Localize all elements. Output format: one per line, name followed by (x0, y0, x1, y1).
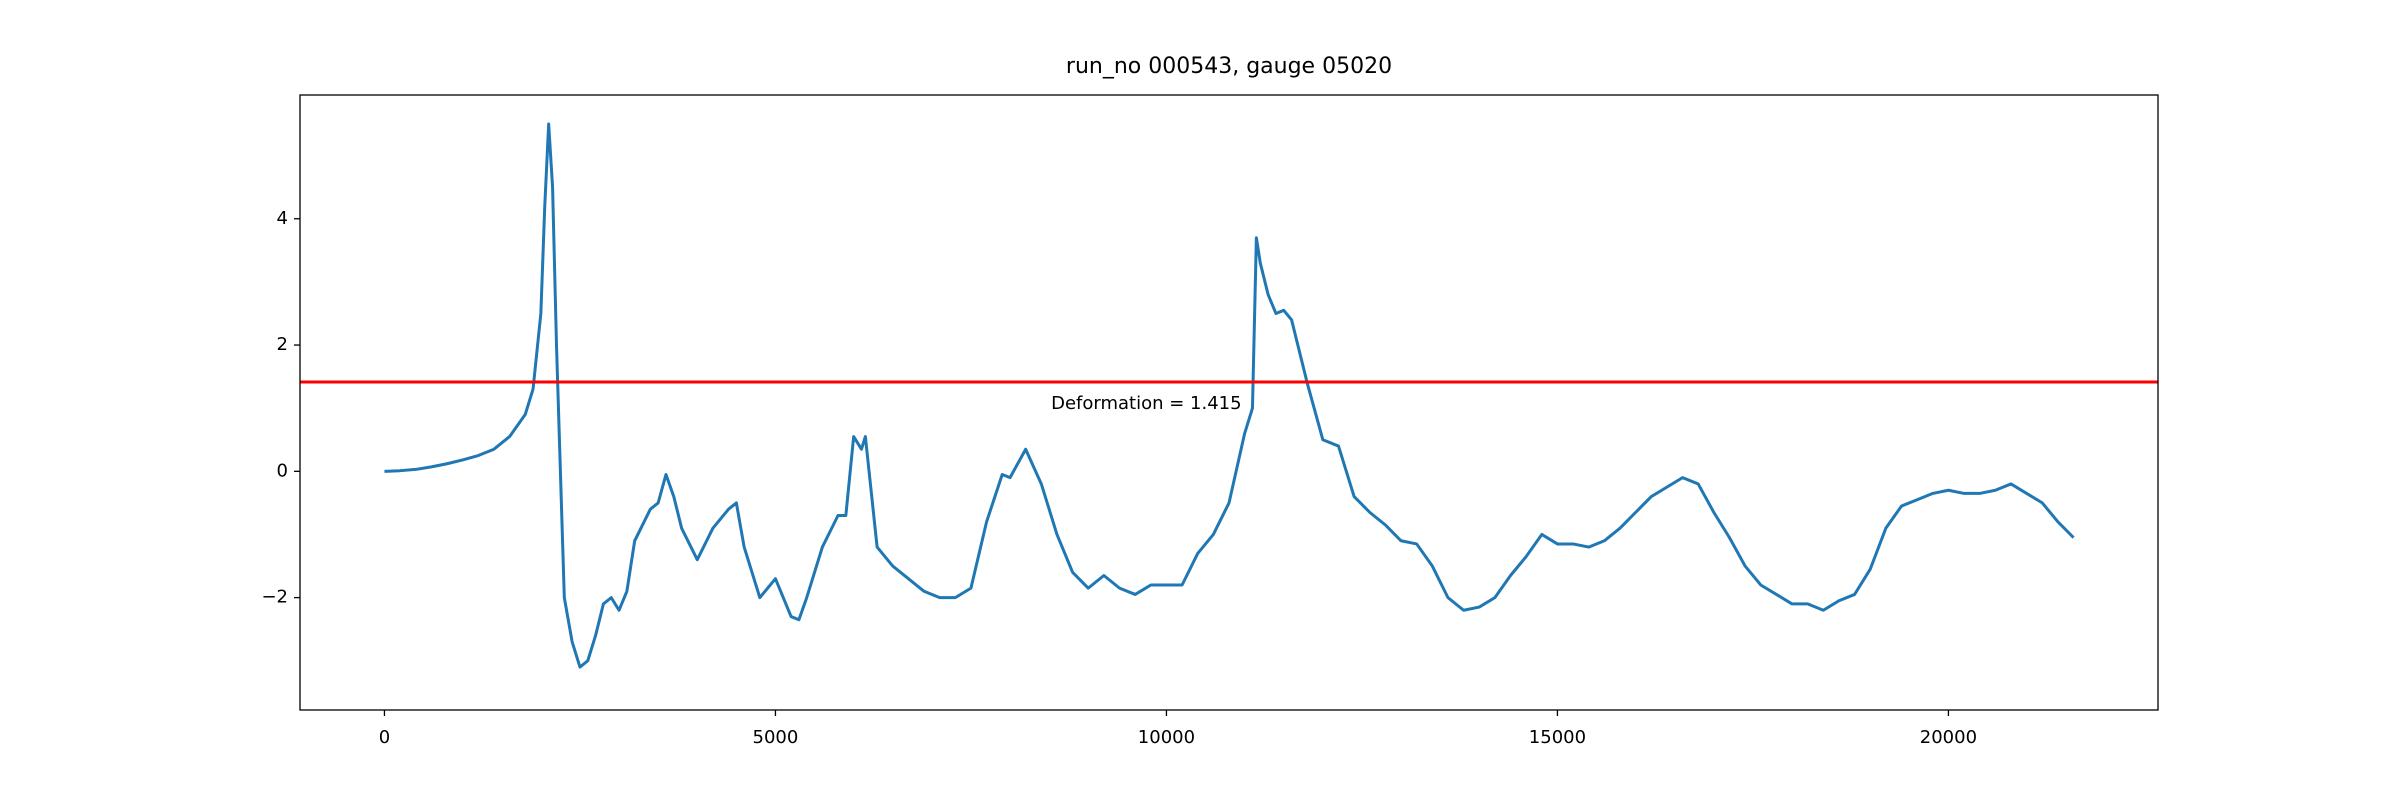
y-tick-label: −2 (261, 587, 288, 608)
x-tick-label: 15000 (1529, 727, 1586, 748)
y-tick-label: 0 (277, 460, 288, 481)
plot-frame (299, 94, 2159, 711)
chart-title: run_no 000543, gauge 05020 (1066, 54, 1392, 79)
x-tick-label: 20000 (1920, 727, 1977, 748)
y-tick-label: 4 (277, 208, 288, 229)
data-line (384, 122, 2075, 669)
threshold-annotation: Deformation = 1.415 (1051, 393, 1241, 414)
x-tick-label: 10000 (1138, 727, 1195, 748)
y-tick-label: 2 (277, 334, 288, 355)
x-tick-label: 0 (379, 727, 390, 748)
x-tick-label: 5000 (753, 727, 799, 748)
